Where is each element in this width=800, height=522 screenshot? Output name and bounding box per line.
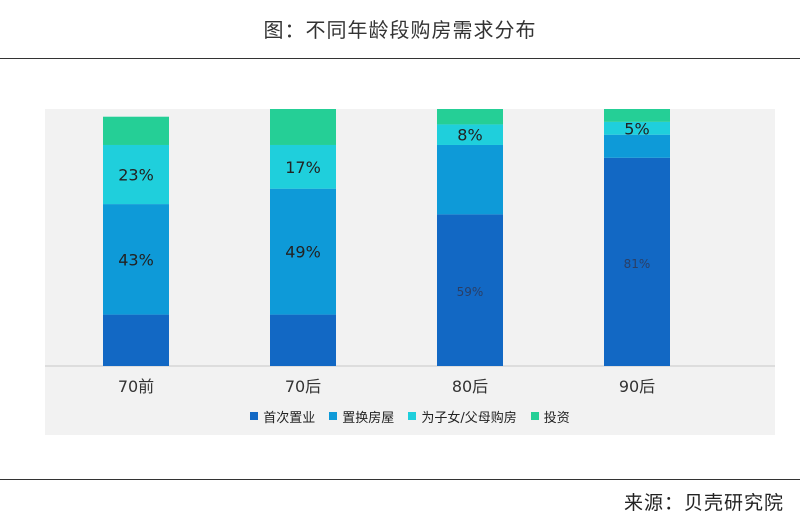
source-note: 来源：贝壳研究院 — [623, 492, 784, 514]
x-tick-label-70后: 70后 — [285, 377, 321, 396]
bar-segment-90后-投资 — [604, 109, 670, 122]
x-tick-label-90后: 90后 — [619, 377, 655, 396]
bar-segment-80后-为子女/父母购房 — [437, 124, 503, 145]
bar-segment-70前-置换房屋 — [103, 204, 169, 315]
bar-segment-70后-投资 — [270, 109, 336, 145]
bar-segment-90后-为子女/父母购房 — [604, 121, 670, 135]
legend-label: 为子女/父母购房 — [421, 410, 517, 426]
bar-segment-70后-置换房屋 — [270, 188, 336, 315]
bar-segment-80后-投资 — [437, 109, 503, 125]
bar-segment-70后-首次置业 — [270, 314, 336, 366]
x-tick-label-80后: 80后 — [452, 377, 488, 396]
bar-segment-80后-首次置业 — [437, 214, 503, 366]
data-label-90后-首次置业: 81% — [624, 257, 651, 271]
legend-item-3: 投资 — [530, 407, 570, 426]
legend-swatch — [530, 412, 539, 420]
legend-item-2: 为子女/父母购房 — [408, 407, 517, 426]
chart-panel: 43% 23% 70前 49% 17% 70后 59% 8% 80后 81% 5% 90后 — [45, 109, 775, 435]
top-divider — [0, 58, 800, 59]
bar-segment-70前-投资 — [103, 116, 169, 145]
legend-label: 首次置业 — [263, 410, 316, 426]
data-label-80后-首次置业: 59% — [457, 285, 484, 299]
legend-swatch — [408, 412, 417, 420]
bar-segment-90后-首次置业 — [604, 157, 670, 366]
bar-segment-70后-为子女/父母购房 — [270, 144, 336, 189]
data-label-70后-为子女/父母购房: 17% — [285, 158, 321, 177]
data-label-90后-为子女/父母购房: 5% — [624, 119, 649, 138]
data-label-70前-为子女/父母购房: 23% — [118, 166, 154, 185]
chart-legend: 首次置业 置换房屋 为子女/父母购房 投资 — [45, 403, 775, 429]
data-label-70前-置换房屋: 43% — [118, 250, 154, 269]
data-label-70后-置换房屋: 49% — [285, 243, 321, 262]
legend-item-0: 首次置业 — [250, 407, 315, 426]
bar-segment-70前-为子女/父母购房 — [103, 144, 169, 205]
bar-segment-70前-首次置业 — [103, 314, 169, 366]
legend-label: 置换房屋 — [342, 410, 395, 426]
bar-segment-90后-置换房屋 — [604, 134, 670, 158]
bottom-divider — [0, 479, 800, 480]
legend-label: 投资 — [543, 410, 570, 426]
x-tick-label-70前: 70前 — [118, 377, 154, 396]
bar-segment-80后-置换房屋 — [437, 144, 503, 215]
legend-swatch — [329, 412, 338, 420]
data-label-80后-为子女/父母购房: 8% — [457, 126, 482, 145]
stacked-bar-chart: 43% 23% 70前 49% 17% 70后 59% 8% 80后 81% 5% 90后 — [45, 109, 775, 396]
legend-swatch — [250, 412, 259, 420]
legend-item-1: 置换房屋 — [329, 407, 394, 426]
page-title: 图：不同年龄段购房需求分布 — [263, 18, 537, 42]
